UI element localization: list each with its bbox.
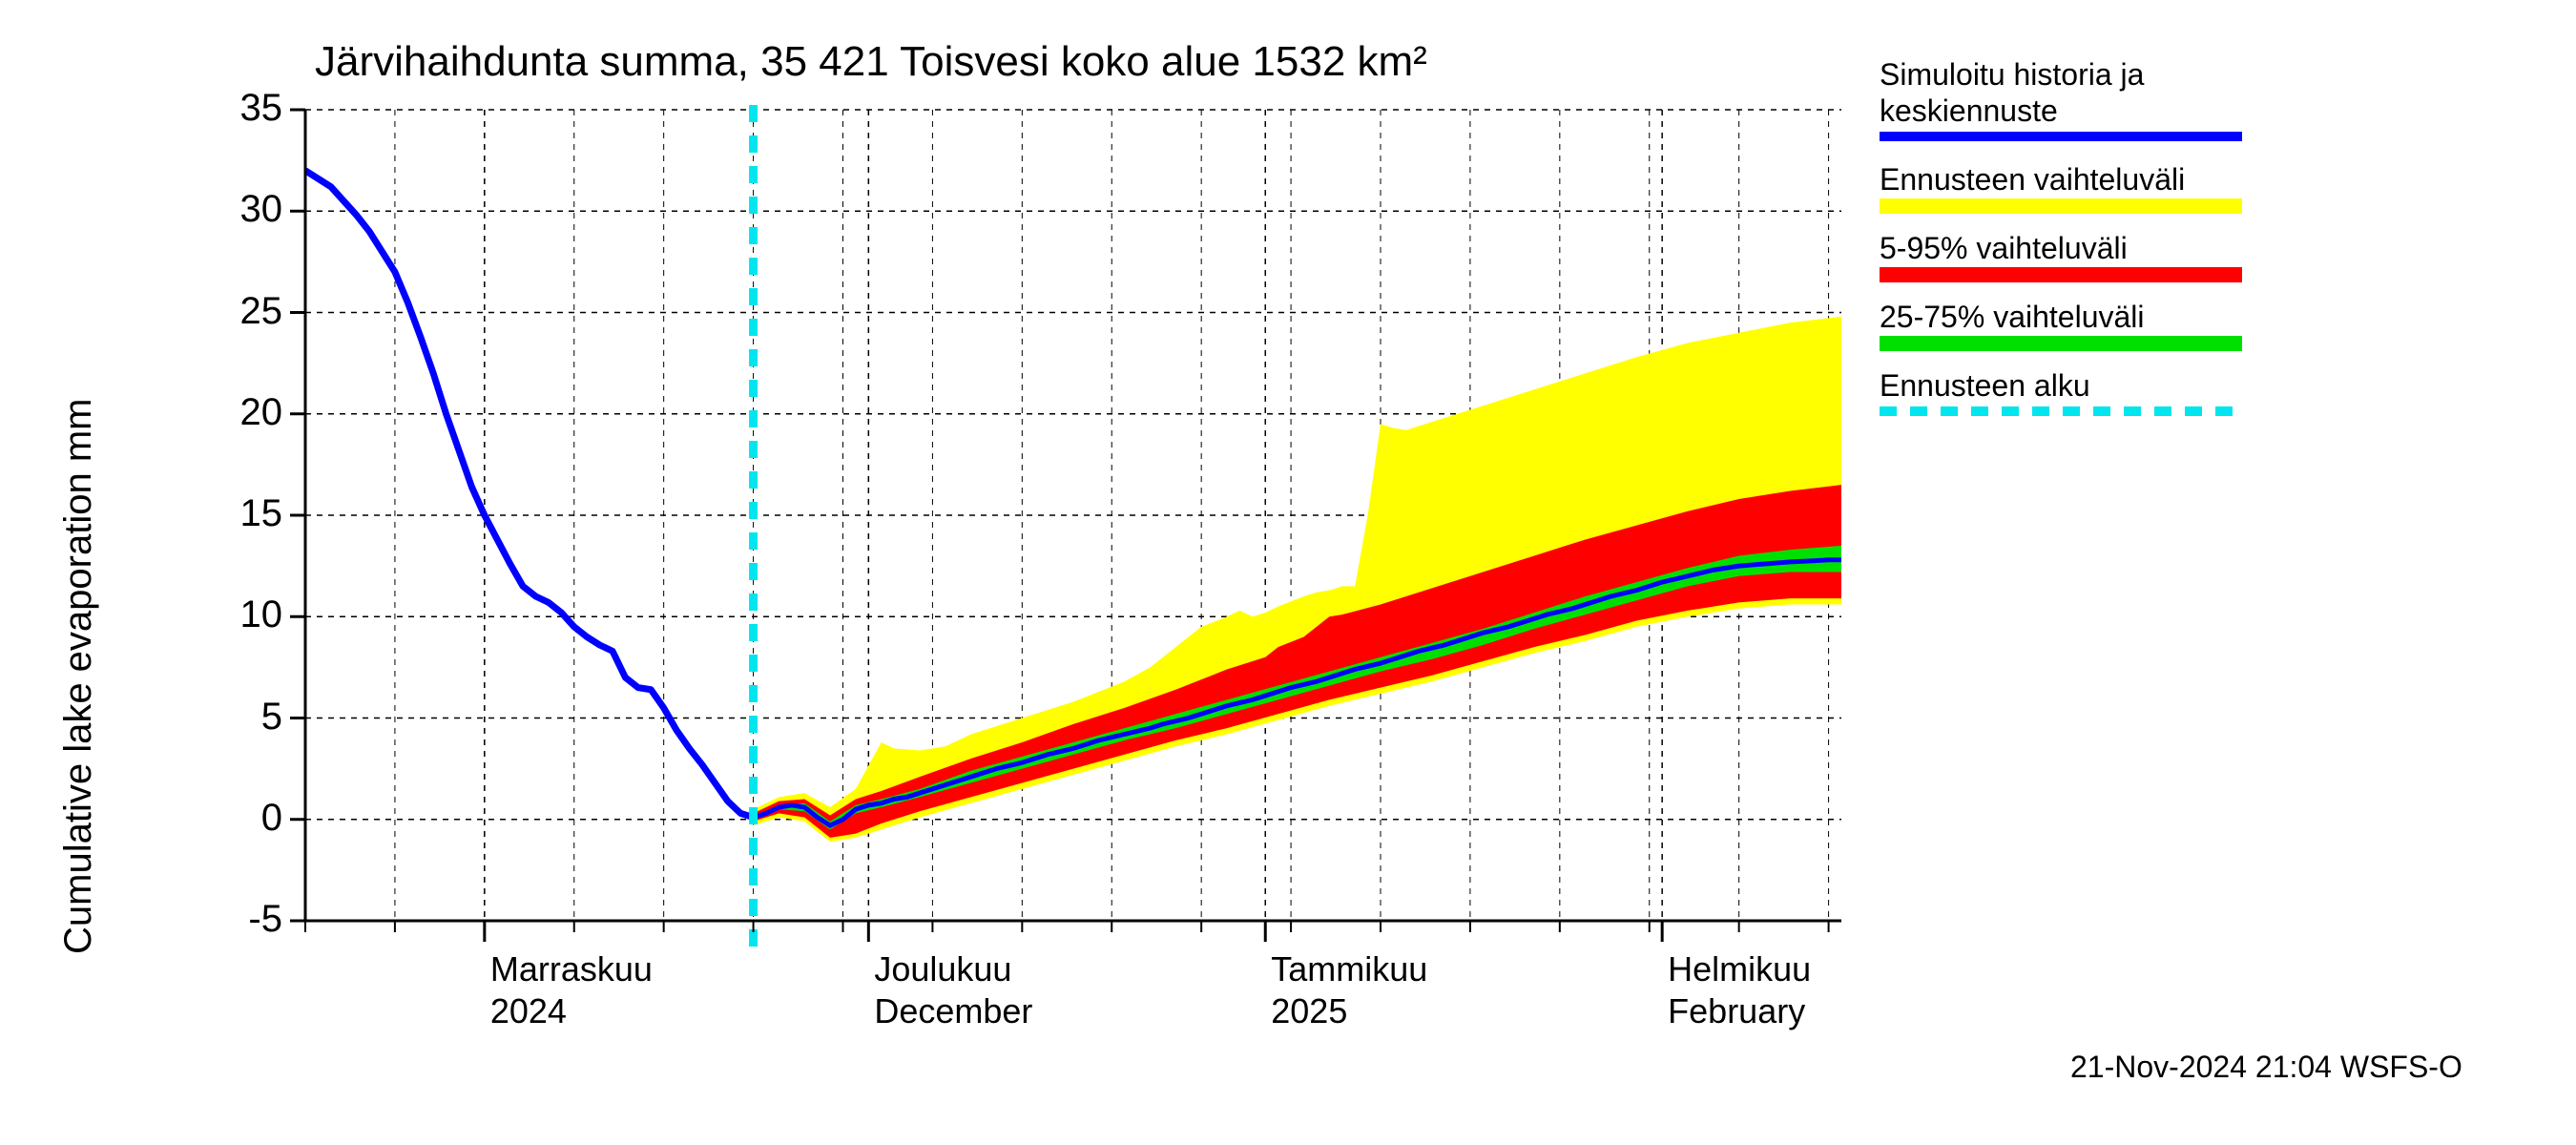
legend-label: 5-95% vaihteluväli: [1880, 231, 2128, 266]
ytick-label: 35: [240, 87, 283, 130]
legend-swatch: [1880, 267, 2242, 282]
month-label-bottom: 2024: [490, 991, 567, 1031]
ytick-label: -5: [248, 898, 282, 941]
legend-line-swatch: [1880, 132, 2242, 141]
ytick-label: 20: [240, 391, 283, 434]
legend-label: Ennusteen alku: [1880, 368, 2090, 404]
legend-label: Ennusteen vaihteluväli: [1880, 162, 2185, 198]
chart-title: Järvihaihdunta summa, 35 421 Toisvesi ko…: [315, 38, 1427, 86]
legend-dash-swatch: [1880, 406, 2242, 416]
month-label-top: Helmikuu: [1668, 949, 1811, 989]
legend-label: 25-75% vaihteluväli: [1880, 300, 2145, 335]
month-label-top: Marraskuu: [490, 949, 653, 989]
ytick-label: 25: [240, 290, 283, 333]
ytick-label: 15: [240, 492, 283, 535]
y-axis-label: Cumulative lake evaporation mm: [57, 399, 100, 954]
month-label-top: Tammikuu: [1271, 949, 1427, 989]
month-label-bottom: December: [874, 991, 1032, 1031]
ytick-label: 10: [240, 593, 283, 636]
chart-container: Järvihaihdunta summa, 35 421 Toisvesi ko…: [0, 0, 2576, 1145]
footer-timestamp: 21-Nov-2024 21:04 WSFS-O: [2070, 1050, 2462, 1085]
month-label-bottom: February: [1668, 991, 1805, 1031]
legend-label: keskiennuste: [1880, 94, 2058, 129]
ytick-label: 5: [261, 696, 282, 739]
legend-label: Simuloitu historia ja: [1880, 57, 2144, 93]
ytick-label: 0: [261, 797, 282, 840]
legend-swatch: [1880, 198, 2242, 214]
month-label-top: Joulukuu: [874, 949, 1011, 989]
legend-swatch: [1880, 336, 2242, 351]
month-label-bottom: 2025: [1271, 991, 1347, 1031]
ytick-label: 30: [240, 188, 283, 231]
